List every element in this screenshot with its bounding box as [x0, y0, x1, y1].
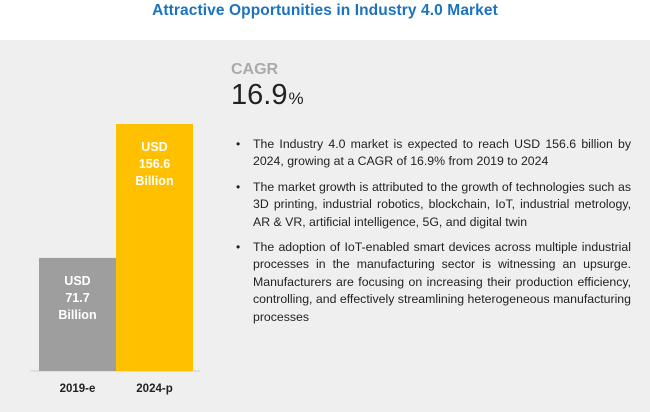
insight-bullet: The market growth is attributed to the g… — [233, 179, 631, 231]
insight-bullet: The adoption of IoT-enabled smart device… — [233, 239, 631, 326]
page-title: Attractive Opportunities in Industry 4.0… — [152, 2, 498, 19]
cagr-unit: % — [288, 89, 304, 108]
key-insights-list: The Industry 4.0 market is expected to r… — [233, 136, 631, 334]
bar-data-label: USD — [141, 140, 167, 154]
insight-bullet: The Industry 4.0 market is expected to r… — [233, 136, 631, 171]
cagr-value: 16.9% — [231, 81, 304, 110]
cagr-number: 16.9 — [231, 79, 288, 111]
bar-data-label: USD — [64, 274, 90, 288]
bar-data-label: 71.7 — [65, 291, 89, 305]
x-tick-label: 2024-p — [136, 383, 172, 395]
bar-2024-p — [116, 124, 193, 371]
bar-data-label: 156.6 — [139, 157, 170, 171]
cagr-label: CAGR — [231, 61, 279, 78]
bar-2019-e — [39, 257, 116, 371]
market-size-bar-chart: USD 71.7 Billion 2019-e USD 156.6 Billion 2024-… — [30, 124, 200, 395]
x-tick-label: 2019-e — [60, 383, 96, 395]
bar-data-label: Billion — [58, 308, 96, 322]
bar-data-label: Billion — [135, 174, 173, 188]
